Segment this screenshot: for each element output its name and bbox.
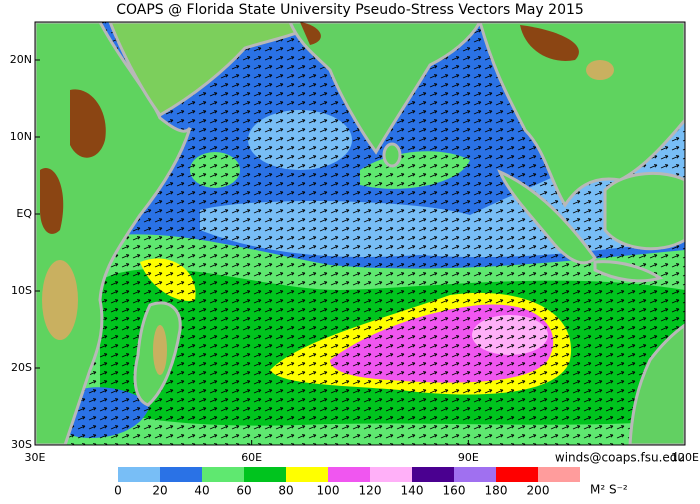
- map-frame: [34, 21, 686, 446]
- colorbar-segment: [412, 467, 454, 482]
- colorbar-segment: [538, 467, 580, 482]
- lon-label: 120E: [671, 451, 699, 464]
- colorbar-segment: [160, 467, 202, 482]
- colorbar-label: 80: [278, 484, 293, 498]
- colorbar-label: 180: [485, 484, 508, 498]
- colorbar-segment: [202, 467, 244, 482]
- hills: [42, 60, 614, 375]
- colorbar-label: 40: [194, 484, 209, 498]
- lat-label: 20S: [11, 361, 32, 374]
- colorbar-label: 160: [443, 484, 466, 498]
- lon-label: 30E: [25, 451, 46, 464]
- lat-label: 20N: [10, 53, 32, 66]
- colorbar-label: 20: [152, 484, 167, 498]
- colorbar-segment: [496, 467, 538, 482]
- lat-label: EQ: [16, 207, 32, 220]
- colorbar-label: 140: [401, 484, 424, 498]
- colorbar-segment: [328, 467, 370, 482]
- colorbar-segment: [370, 467, 412, 482]
- title: COAPS @ Florida State University Pseudo-…: [116, 2, 584, 18]
- lat-label: 30S: [11, 438, 32, 451]
- lon-label: 90E: [458, 451, 479, 464]
- lat-label: 10S: [11, 284, 32, 297]
- colorbar-segment: [244, 467, 286, 482]
- colorbar-segment: [286, 467, 328, 482]
- colorbar-label: 0: [114, 484, 122, 498]
- colorbar-label: 60: [236, 484, 251, 498]
- lon-label: 60E: [241, 451, 262, 464]
- credit: winds@coaps.fsu.edu: [555, 451, 685, 465]
- map: [35, 22, 685, 445]
- highlands: [40, 22, 579, 234]
- colorbar-label: 200: [527, 484, 550, 498]
- colorbar-label: 120: [359, 484, 382, 498]
- colorbar-unit: M² S⁻²: [590, 483, 628, 497]
- colorbar-label: 100: [317, 484, 340, 498]
- colorbar-segment: [454, 467, 496, 482]
- colorbar-segment: [118, 467, 160, 482]
- lat-label: 10N: [10, 130, 32, 143]
